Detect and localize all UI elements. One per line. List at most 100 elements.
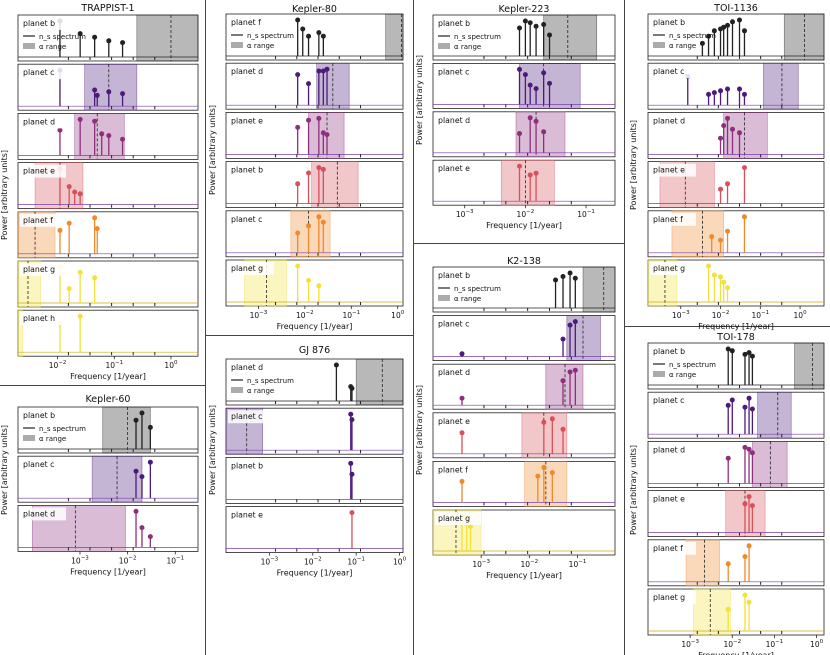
planet-label: planet c <box>653 67 684 76</box>
y-axis-label: Power [arbitrary units] <box>0 425 9 515</box>
peak-marker <box>295 72 301 78</box>
y-axis-label: Power [arbitrary units] <box>208 105 217 195</box>
planet-label: planet d <box>438 116 470 125</box>
planet-label: planet g <box>23 265 55 274</box>
label-box <box>20 458 66 472</box>
peak-marker <box>749 503 755 509</box>
alpha-range-band <box>17 309 23 357</box>
peak-marker <box>92 275 98 281</box>
peak-marker <box>718 88 724 94</box>
planet-label: planet b <box>438 19 470 28</box>
peak-marker <box>742 501 748 507</box>
peak-marker <box>541 70 547 76</box>
peak-marker <box>295 124 301 130</box>
label-box <box>228 114 274 128</box>
label-box <box>20 17 66 30</box>
planet-label: planet d <box>23 509 55 518</box>
separator-h-col1 <box>0 385 205 386</box>
peak-marker <box>549 470 555 476</box>
legend-range-label: α range <box>454 295 481 303</box>
peak-marker <box>57 227 63 233</box>
separator-h-col2 <box>205 335 413 336</box>
label-box <box>20 66 66 80</box>
peak-marker <box>66 286 72 292</box>
peak-marker <box>721 24 727 30</box>
label-box <box>650 262 696 275</box>
peak-marker <box>749 406 755 412</box>
legend-range-label: α range <box>247 387 274 395</box>
peak-marker <box>527 20 533 26</box>
peak-marker <box>711 272 717 278</box>
peak-marker <box>742 592 748 598</box>
y-axis-label: Power [arbitrary units] <box>0 150 9 240</box>
planet-label: planet d <box>653 116 685 125</box>
x-tick-label: 10−1 <box>569 559 587 569</box>
peak-marker <box>706 91 712 97</box>
legend-spectrum-label: n_s spectrum <box>247 377 294 385</box>
label-box <box>228 262 274 275</box>
peak-marker <box>567 322 573 328</box>
planet-label: planet b <box>23 411 55 420</box>
peak-marker <box>718 186 724 192</box>
peak-marker <box>92 215 98 221</box>
planet-label: planet d <box>23 117 55 126</box>
planet-label: planet d <box>438 368 470 377</box>
x-axis-label: Frequency [1/year] <box>698 322 774 331</box>
peak-marker <box>147 424 153 430</box>
planet-label: planet c <box>438 320 469 329</box>
planet-label: planet g <box>231 264 263 273</box>
peak-marker <box>560 378 566 384</box>
planet-label: planet c <box>23 460 54 469</box>
peak-marker <box>549 416 555 422</box>
label-box <box>20 115 66 129</box>
peak-marker <box>295 181 301 187</box>
label-box <box>650 65 696 79</box>
x-tick-label: 10−2 <box>296 310 314 320</box>
peak-marker <box>139 525 145 531</box>
peak-marker <box>306 170 312 176</box>
peak-marker <box>741 91 747 97</box>
planet-label: planet e <box>23 167 55 176</box>
legend-spectrum-label: n_s spectrum <box>39 425 86 433</box>
peak-marker <box>459 395 465 401</box>
peak-marker <box>316 68 322 74</box>
peak-marker <box>106 38 112 44</box>
peak-marker <box>746 599 752 605</box>
legend-spectrum-label: n_s spectrum <box>669 361 716 369</box>
chart-title: Kepler-80 <box>292 4 337 15</box>
x-tick-label: 10−3 <box>672 310 690 320</box>
y-axis-label: Power [arbitrary units] <box>208 405 217 495</box>
peak-marker <box>72 189 78 195</box>
peak-marker <box>535 473 541 479</box>
label-box <box>228 508 274 522</box>
peak-marker <box>320 219 326 225</box>
x-tick-label: 10−1 <box>342 310 360 320</box>
peak-marker <box>306 81 312 87</box>
peak-marker <box>517 25 523 31</box>
peak-marker <box>729 126 735 132</box>
peak-marker <box>572 275 578 281</box>
peak-marker <box>741 214 747 220</box>
x-axis-label: Frequency [1/year] <box>698 651 774 655</box>
label-box <box>435 366 481 380</box>
peak-marker <box>725 115 731 121</box>
peak-marker <box>746 395 752 401</box>
planet-label: planet d <box>653 445 685 454</box>
peak-marker <box>718 274 724 280</box>
x-axis-label: Frequency [1/year] <box>277 322 353 331</box>
peak-marker <box>306 277 312 283</box>
label-box <box>650 443 696 457</box>
peak-marker <box>522 18 528 24</box>
peak-marker <box>94 226 100 232</box>
label-box <box>650 345 696 358</box>
legend-spectrum-label: n_s spectrum <box>454 33 501 41</box>
planet-label: planet g <box>438 514 470 523</box>
label-box <box>228 459 274 473</box>
peak-marker <box>746 350 752 356</box>
peak-marker <box>306 117 312 123</box>
label-box <box>650 212 696 226</box>
peak-marker <box>746 494 752 500</box>
peak-marker <box>324 66 330 72</box>
planet-label: planet g <box>653 593 685 602</box>
